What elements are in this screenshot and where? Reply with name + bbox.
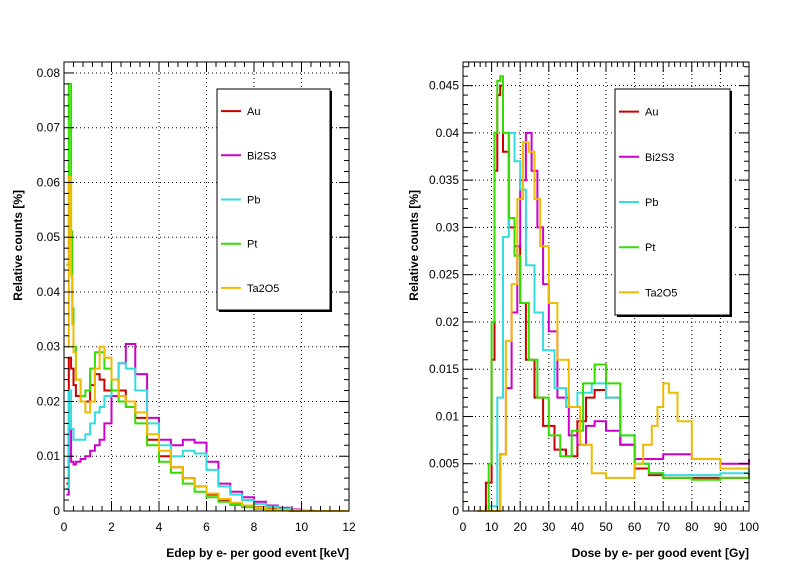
- edep-legend: Au Bi2S3 Pb Pt Ta2O5: [216, 88, 332, 312]
- y-tick-label: 0: [452, 504, 459, 518]
- x-tick-label: 6: [203, 520, 210, 534]
- x-tick-label: 60: [628, 520, 642, 534]
- dose-chart: 0 10 20 30 40 50 60 70 80 90 100 0 0.005 0.01 0.015 0.…: [407, 61, 760, 560]
- y-tick-label: 0.03: [436, 220, 460, 234]
- x-tick-label: 0: [61, 520, 68, 534]
- series-line-pt: [477, 75, 750, 512]
- legend-label: Pb: [645, 197, 658, 209]
- edep-y-tick-labels: 0 0.01 0.02 0.03 0.04 0.05 0.06 0.07 0.08: [37, 66, 61, 518]
- y-tick-label: 0.005: [429, 457, 459, 471]
- edep-y-axis-title: Relative counts [%]: [11, 190, 25, 301]
- y-tick-label: 0.06: [37, 175, 61, 189]
- x-tick-label: 40: [571, 520, 585, 534]
- x-tick-label: 100: [739, 520, 759, 534]
- y-tick-label: 0.02: [37, 394, 61, 408]
- y-tick-label: 0.08: [37, 66, 61, 80]
- x-tick-label: 80: [685, 520, 699, 534]
- edep-chart: 0 2 4 6 8 10 12 00.010.020.030.040.050.060.070…: [11, 61, 356, 560]
- series-line-bi2s3: [477, 131, 750, 512]
- y-tick-label: 0.015: [429, 362, 459, 376]
- y-tick-label: 0.035: [429, 173, 459, 187]
- dose-series: [477, 75, 750, 512]
- series-line-ta2o5: [477, 141, 749, 512]
- dose-x-tick-labels: 0 10 20 30 40 50 60 70 80 90 100: [460, 520, 760, 534]
- legend-label: Pb: [247, 195, 260, 207]
- legend-label: Pt: [247, 239, 257, 251]
- x-tick-label: 30: [542, 520, 556, 534]
- x-tick-label: 8: [251, 520, 258, 534]
- x-tick-label: 50: [599, 520, 613, 534]
- y-tick-label: 0.04: [37, 285, 61, 299]
- dose-ticks: [462, 62, 750, 512]
- y-tick-label: 0.02: [436, 315, 460, 329]
- y-tick-label: 0.045: [429, 79, 459, 93]
- x-tick-label: 20: [514, 520, 528, 534]
- dose-y-axis-title: Relative counts [%]: [407, 190, 421, 301]
- legend-label: Bi2S3: [645, 152, 674, 164]
- y-tick-label: 0.01: [436, 409, 460, 423]
- edep-x-axis-title: Edep by e- per good event [keV]: [166, 546, 349, 560]
- dose-legend: Au Bi2S3 Pb Pt Ta2O5: [614, 88, 732, 317]
- dose-y-tick-labels: 0 0.005 0.01 0.015 0.02 0.025 0.03 0.035 0.04 0.0…: [429, 79, 459, 518]
- y-tick-label: 0: [53, 504, 60, 518]
- y-tick-label: 0.01: [37, 449, 61, 463]
- legend-label: Au: [247, 106, 260, 118]
- legend-label: Pt: [645, 242, 655, 254]
- y-tick-label: 0.07: [37, 121, 61, 135]
- y-tick-label: 0.025: [429, 268, 459, 282]
- series-line-pb: [66, 362, 349, 512]
- y-tick-label: 0.04: [436, 126, 460, 140]
- x-tick-label: 10: [295, 520, 309, 534]
- legend-label: Bi2S3: [247, 150, 276, 162]
- edep-x-tick-labels: 0 2 4 6 8 10 12: [61, 520, 356, 534]
- y-tick-label: 0.03: [37, 340, 61, 354]
- x-tick-label: 10: [485, 520, 499, 534]
- x-tick-label: 90: [714, 520, 728, 534]
- x-tick-label: 0: [460, 520, 467, 534]
- edep-ticks: [63, 61, 350, 512]
- x-tick-label: 4: [156, 520, 163, 534]
- y-tick-label: 0.05: [37, 230, 61, 244]
- legend-label: Au: [645, 107, 658, 119]
- x-tick-label: 70: [657, 520, 671, 534]
- legend-label: Ta2O5: [247, 283, 279, 295]
- dose-x-axis-title: Dose by e- per good event [Gy]: [572, 546, 749, 560]
- x-tick-label: 12: [342, 520, 356, 534]
- x-tick-label: 2: [108, 520, 115, 534]
- legend-label: Ta2O5: [645, 287, 677, 299]
